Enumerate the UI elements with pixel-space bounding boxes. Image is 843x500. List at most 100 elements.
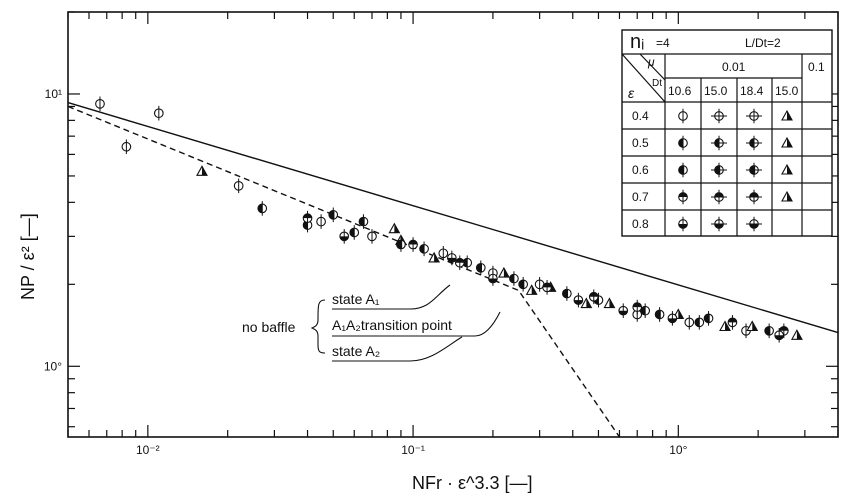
data-point: [534, 277, 545, 292]
legend-dt-symbol: Dt: [652, 78, 662, 89]
marker-fill: [678, 138, 683, 148]
triangle-fill: [201, 166, 207, 176]
state-a2-leader: [332, 336, 463, 362]
data-point: [518, 277, 528, 292]
x-tick-label: 10°: [669, 443, 687, 457]
triangle-fill: [752, 321, 758, 331]
legend-symbol-triangle: [781, 136, 793, 148]
data-point-triangle: [603, 297, 616, 309]
data-point: [121, 139, 132, 155]
legend-mu-001: 0.01: [722, 60, 746, 74]
data-point: [454, 255, 465, 271]
legend-eps-symbol: ε: [628, 85, 635, 101]
data-point-triangle: [388, 222, 401, 234]
legend-row-eps-2: 0.6: [632, 163, 649, 177]
state-a1-label: state A₁: [332, 291, 380, 307]
legend-table: nᵢ =4 L/Dt=2 μ Dt ε 0.01 0.1 10.6 15.0 1…: [621, 29, 833, 237]
data-point: [654, 307, 665, 322]
data-point: [257, 201, 268, 216]
x-axis-label: NFr · ε^3.3 [—]: [412, 473, 532, 493]
data-point: [588, 289, 599, 305]
legend-mu-symbol: μ: [647, 55, 655, 69]
triangle-fill: [586, 298, 592, 308]
legend-dt-3: 18.4: [740, 84, 764, 98]
data-point-triangle: [746, 320, 759, 332]
legend-row-eps-1: 0.5: [632, 136, 649, 150]
transition-leader: [332, 311, 501, 337]
data-point: [703, 311, 714, 326]
legend-symbols: [678, 108, 793, 232]
data-point-triangle: [790, 329, 803, 340]
x-tick-label: 10⁻²: [136, 443, 160, 457]
triangle-fill: [531, 285, 537, 295]
data-point: [727, 315, 738, 330]
triangle-fill: [725, 321, 731, 331]
marker-fill: [695, 318, 700, 327]
legend-mu-01: 0.1: [808, 60, 825, 74]
marker-fill: [303, 220, 308, 230]
y-axis-label: NP / ε² [—]: [18, 213, 38, 300]
legend-symbol: [678, 108, 688, 124]
legend-row-eps-3: 0.7: [632, 190, 649, 204]
data-point: [328, 207, 339, 223]
legend-row-eps-0: 0.4: [632, 109, 649, 123]
axis-ticks: [67, 11, 839, 437]
transition-label: A₁A₂transition point: [332, 317, 452, 333]
data-point: [618, 303, 629, 319]
data-point: [542, 280, 552, 295]
data-point-triangle: [497, 266, 510, 278]
data-point: [419, 241, 429, 257]
data-point: [446, 250, 457, 266]
legend-symbol: [678, 189, 688, 205]
plot-frame: [67, 11, 839, 438]
triangle-fill: [550, 282, 556, 292]
no-baffle-label: no baffle: [242, 319, 296, 335]
data-point: [396, 237, 406, 252]
data-point: [640, 303, 651, 319]
triangle-fill: [787, 165, 792, 174]
state-a2-dashed-line: [67, 105, 621, 438]
data-point-triangle: [580, 297, 593, 309]
y-tick-label: 10¹: [45, 87, 62, 101]
triangle-fill: [787, 111, 792, 120]
data-point: [367, 229, 377, 244]
data-point-triangle: [196, 165, 208, 176]
marker-fill: [419, 244, 425, 254]
data-point: [316, 214, 326, 229]
data-point: [95, 96, 105, 112]
triangle-fill: [609, 298, 615, 308]
legend-dt-1: 10.6: [668, 84, 692, 98]
data-point: [667, 311, 678, 326]
legend-row-eps-4: 0.8: [632, 217, 649, 231]
state-a2-label: state A₂: [332, 343, 380, 359]
data-point: [684, 315, 695, 330]
data-point: [573, 292, 584, 308]
triangle-fill: [503, 268, 509, 278]
data-points: [95, 96, 803, 343]
data-point: [233, 178, 244, 194]
data-point: [488, 271, 498, 286]
y-tick-label: 10°: [44, 359, 62, 373]
data-point: [632, 299, 643, 315]
data-point: [475, 260, 486, 276]
marker-fill: [640, 306, 646, 316]
triangle-fill: [434, 252, 440, 262]
data-point: [509, 271, 519, 286]
data-point: [339, 229, 350, 244]
annotation-brace: [310, 299, 326, 354]
data-point: [562, 286, 572, 301]
legend-border: [621, 29, 833, 237]
data-point-triangle: [525, 284, 538, 295]
legend-dt-2: 15.0: [704, 84, 728, 98]
data-point: [408, 237, 418, 252]
legend-symbol-triangle: [781, 190, 793, 202]
legend-symbol: [678, 216, 688, 232]
legend-symbol-triangle: [781, 109, 793, 121]
legend-ldt: L/Dt=2: [745, 36, 781, 50]
state-a1-line: [67, 101, 839, 334]
marker-fill: [257, 204, 263, 213]
legend-symbol-triangle: [781, 163, 793, 175]
triangle-fill: [678, 309, 684, 319]
fit-lines: [67, 101, 839, 438]
